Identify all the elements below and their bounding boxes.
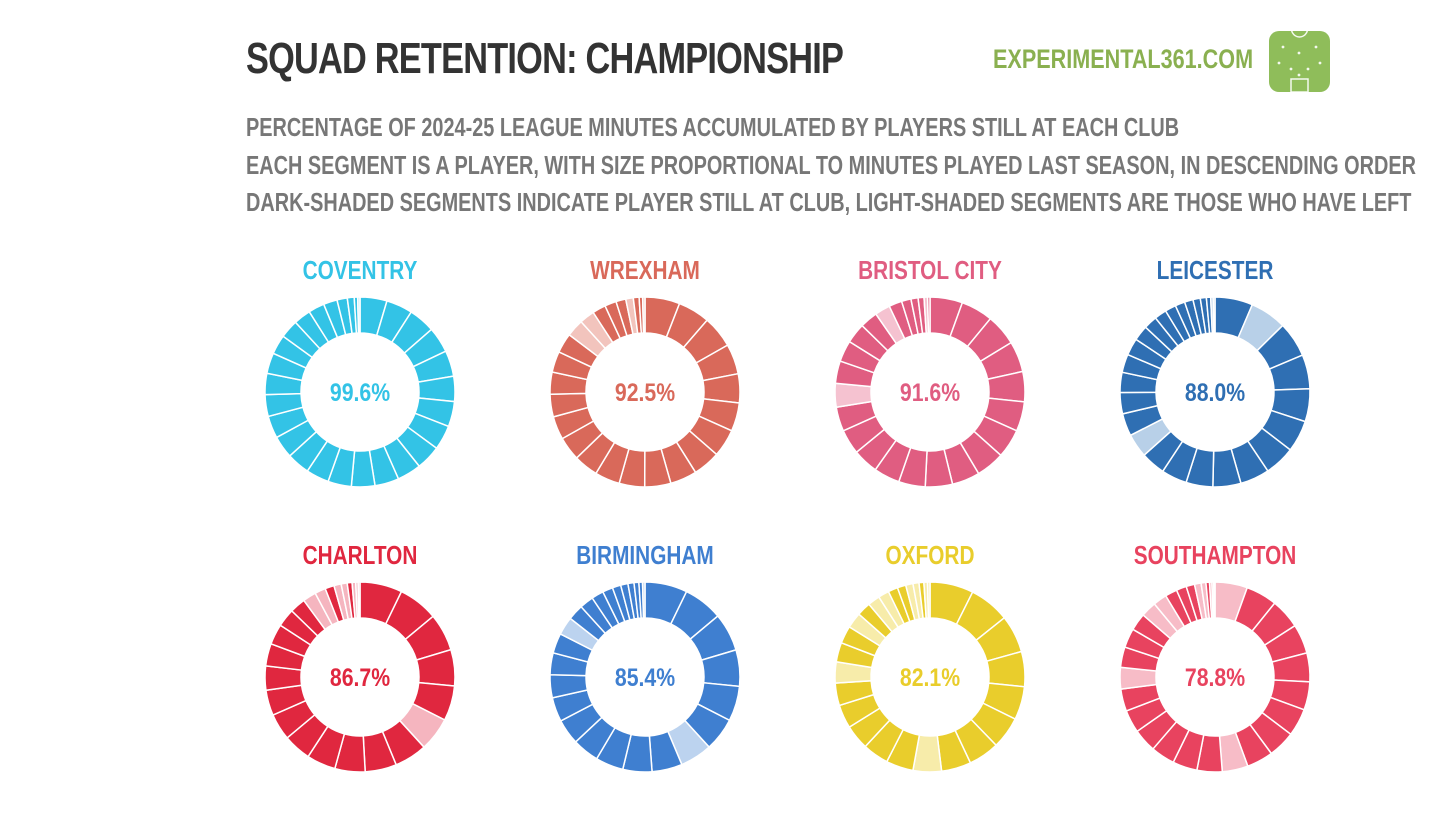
team-donut: SOUTHAMPTON 78.8% xyxy=(1085,540,1345,790)
team-name: CHARLTON xyxy=(302,540,418,570)
retention-percent: 86.7% xyxy=(330,663,390,691)
retention-percent: 92.5% xyxy=(615,378,675,406)
team-donut: COVENTRY 99.6% xyxy=(230,255,490,505)
team-donut: BRISTOL CITY 91.6% xyxy=(800,255,1060,505)
donut-chart: 85.4% xyxy=(549,581,741,773)
player-segment-departed xyxy=(1212,296,1216,334)
subtitle-line: DARK-SHADED SEGMENTS INDICATE PLAYER STI… xyxy=(246,189,1412,217)
retention-percent: 88.0% xyxy=(1185,378,1245,406)
donut-chart: 92.5% xyxy=(549,296,741,488)
retention-percent: 85.4% xyxy=(615,663,675,691)
chart-title: SQUAD RETENTION: CHAMPIONSHIP xyxy=(246,34,844,83)
team-name: BRISTOL CITY xyxy=(858,255,1002,285)
team-name: WREXHAM xyxy=(590,255,700,285)
team-donut: CHARLTON 86.7% xyxy=(230,540,490,790)
team-donut: OXFORD 82.1% xyxy=(800,540,1060,790)
retention-percent: 82.1% xyxy=(900,663,960,691)
donut-chart: 91.6% xyxy=(834,296,1026,488)
player-segment-departed xyxy=(1213,581,1216,619)
pitch-logo-icon xyxy=(1269,31,1330,92)
retention-percent: 78.8% xyxy=(1185,663,1245,691)
donut-chart: 88.0% xyxy=(1119,296,1311,488)
subtitle-block: PERCENTAGE OF 2024-25 LEAGUE MINUTES ACC… xyxy=(246,110,1456,223)
team-donut: LEICESTER 88.0% xyxy=(1085,255,1345,505)
donut-chart: 82.1% xyxy=(834,581,1026,773)
team-name: COVENTRY xyxy=(302,255,418,285)
player-segment-departed xyxy=(641,296,646,334)
team-name: SOUTHAMPTON xyxy=(1133,540,1297,570)
player-segment-departed xyxy=(926,581,931,619)
player-segment-retained xyxy=(926,296,931,334)
team-name: LEICESTER xyxy=(1156,255,1274,285)
team-name: BIRMINGHAM xyxy=(576,540,714,570)
team-donut: BIRMINGHAM 85.4% xyxy=(515,540,775,790)
donut-chart: 78.8% xyxy=(1119,581,1311,773)
player-segment-departed xyxy=(356,296,361,334)
retention-percent: 99.6% xyxy=(330,378,390,406)
team-name: OXFORD xyxy=(885,540,975,570)
brand-link[interactable]: EXPERIMENTAL361.COM xyxy=(992,44,1253,74)
retention-percent: 91.6% xyxy=(900,378,960,406)
subtitle-line: EACH SEGMENT IS A PLAYER, WITH SIZE PROP… xyxy=(246,151,1416,180)
donut-chart: 86.7% xyxy=(264,581,456,773)
donut-chart: 99.6% xyxy=(264,296,456,488)
team-donut: WREXHAM 92.5% xyxy=(515,255,775,505)
player-segment-departed xyxy=(357,581,361,619)
subtitle-line: PERCENTAGE OF 2024-25 LEAGUE MINUTES ACC… xyxy=(246,114,1180,142)
player-segment-departed xyxy=(641,581,646,619)
